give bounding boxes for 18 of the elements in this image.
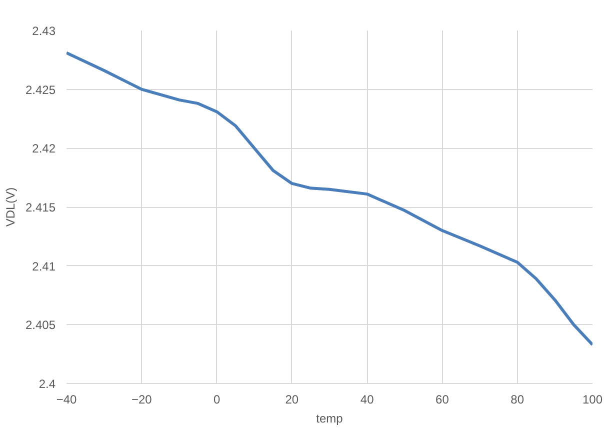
x-tick-label: 0 [213, 392, 220, 406]
x-tick-label: −40 [56, 392, 78, 406]
y-tick-label: 2.4 [38, 377, 56, 391]
x-tick-label: 40 [360, 392, 374, 406]
y-tick-label: 2.405 [25, 318, 56, 332]
y-tick-label: 2.42 [32, 142, 56, 156]
y-tick-label: 2.425 [25, 82, 56, 97]
x-tick-label: 60 [436, 392, 450, 406]
y-tick-label: 2.415 [25, 200, 56, 214]
x-tick-label: −20 [131, 392, 152, 406]
x-axis-title: temp [316, 412, 344, 426]
line-series [66, 51, 592, 346]
y-tick-label: 2.43 [32, 24, 56, 38]
y-axis-title: VDL(V) [3, 187, 18, 227]
x-tick-label: 100 [582, 392, 603, 406]
y-tick-label: 2.41 [32, 259, 56, 274]
x-tick-label: 80 [510, 392, 524, 406]
x-tick-label: 20 [285, 392, 299, 406]
